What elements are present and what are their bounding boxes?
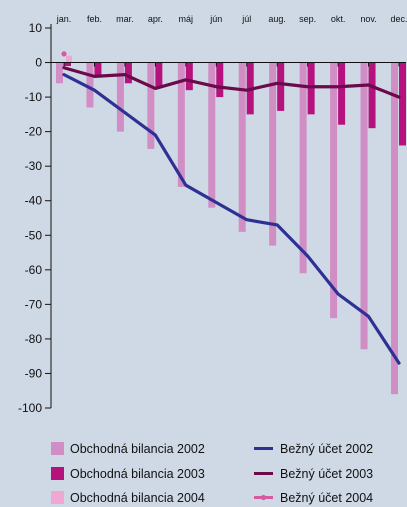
bar-obchodn-bilancia-2003-4 — [185, 62, 193, 91]
y-tick-label: 0 — [35, 56, 42, 70]
bar-obchodn-bilancia-2002-4 — [177, 62, 185, 187]
y-tick-label: -10 — [25, 90, 43, 104]
bar-obchodn-bilancia-2003-5 — [216, 62, 224, 98]
legend: Obchodná bilancia 2002 Obchodná bilancia … — [51, 442, 373, 505]
bar-obchodn-bilancia-2003-11 — [399, 62, 406, 146]
y-tick-label: -50 — [25, 228, 43, 242]
bar-obchodn-bilancia-2002-0 — [56, 62, 63, 84]
bar-obchodn-bilancia-2004-0 — [66, 55, 72, 63]
bar-obchodn-bilancia-2002-9 — [330, 62, 338, 319]
x-category-label: nov. — [360, 14, 376, 24]
bar-obchodn-bilancia-2002-2 — [116, 62, 124, 132]
bar-obchodn-bilancia-2002-8 — [299, 62, 307, 274]
legend-swatch-bar — [51, 442, 64, 455]
x-category-label: sep. — [299, 14, 316, 24]
x-category-label: jún — [209, 14, 222, 24]
legend-label: Obchodná bilancia 2004 — [70, 491, 205, 505]
bar-obchodn-bilancia-2002-7 — [269, 62, 277, 246]
bar-obchodn-bilancia-2003-2 — [124, 62, 132, 84]
bar-obchodn-bilancia-2003-0 — [64, 62, 71, 66]
x-category-label: feb. — [87, 14, 102, 24]
y-tick-label: -40 — [25, 194, 43, 208]
lines-layer — [61, 51, 401, 365]
y-tick-label: -60 — [25, 263, 43, 277]
bar-obchodn-bilancia-2003-1 — [94, 62, 102, 77]
y-tick-label: -30 — [25, 159, 43, 173]
bar-obchodn-bilancia-2003-3 — [155, 62, 163, 87]
bar-obchodn-bilancia-2002-5 — [208, 62, 216, 208]
y-tick-label: -80 — [25, 332, 43, 346]
axes-layer: 10 0 -10 -20 -30 -40 -50 -60 -70 -80 -90 -100 jan. fe… — [18, 14, 407, 415]
x-category-label: mar. — [116, 14, 134, 24]
bar-obchodn-bilancia-2002-10 — [360, 62, 368, 350]
y-tick-label: -90 — [25, 366, 43, 380]
x-category-label: apr. — [148, 14, 163, 24]
point-be-n-et-2004-0 — [61, 51, 67, 57]
line-be-n-et-2002 — [62, 73, 401, 365]
y-tick-label: -100 — [18, 401, 42, 415]
bar-obchodn-bilancia-2002-1 — [86, 62, 94, 108]
x-category-label: okt. — [331, 14, 346, 24]
legend-marker-dot — [260, 494, 267, 501]
legend-label: Bežný účet 2002 — [280, 442, 373, 456]
bar-obchodn-bilancia-2002-3 — [147, 62, 155, 149]
line-be-n-et-2003 — [62, 66, 401, 99]
legend-swatch-bar — [51, 491, 64, 504]
bar-obchodn-bilancia-2002-11 — [391, 62, 398, 395]
x-category-label: aug. — [268, 14, 286, 24]
x-category-label: júl — [241, 14, 251, 24]
bar-obchodn-bilancia-2003-9 — [338, 62, 346, 125]
x-category-label: dec. — [390, 14, 407, 24]
bar-obchodn-bilancia-2003-8 — [307, 62, 315, 115]
x-category-label: máj — [179, 14, 194, 24]
legend-label: Obchodná bilancia 2002 — [70, 442, 205, 456]
y-tick-label: -20 — [25, 125, 43, 139]
legend-label: Obchodná bilancia 2003 — [70, 467, 205, 481]
y-tick-label: -70 — [25, 297, 43, 311]
legend-swatch-bar — [51, 467, 64, 480]
bar-obchodn-bilancia-2003-7 — [277, 62, 285, 111]
bar-obchodn-bilancia-2003-10 — [368, 62, 376, 129]
x-category-label: jan. — [56, 14, 72, 24]
y-tick-label: 10 — [29, 21, 43, 35]
legend-label: Bežný účet 2003 — [280, 467, 373, 481]
legend-label: Bežný účet 2004 — [280, 491, 373, 505]
bar-obchodn-bilancia-2002-6 — [238, 62, 246, 232]
bars-layer — [56, 55, 406, 395]
